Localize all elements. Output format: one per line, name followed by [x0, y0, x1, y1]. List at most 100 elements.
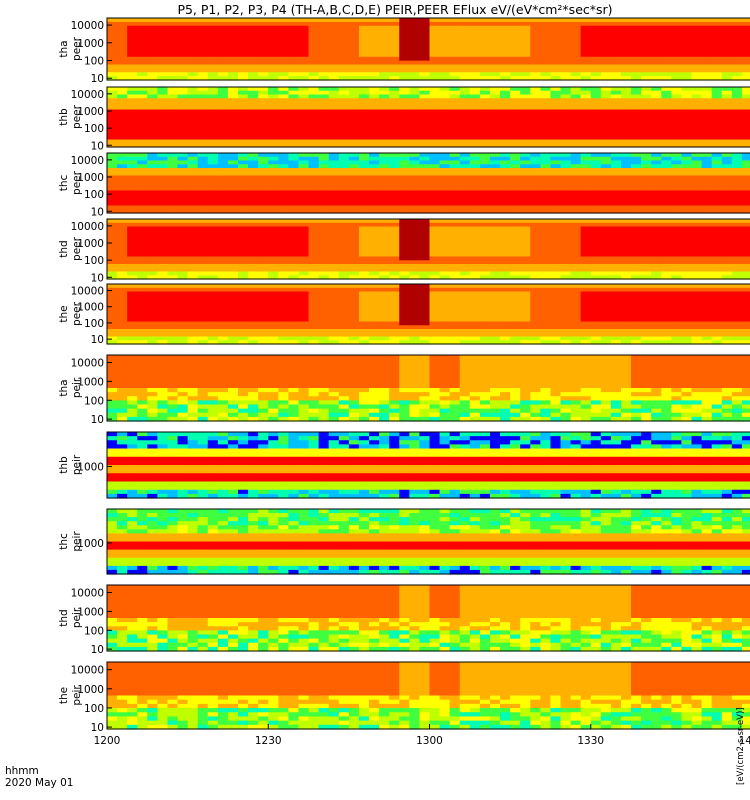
heatmap-cell: [358, 153, 370, 158]
heatmap-cell: [358, 234, 370, 239]
heatmap-cell: [540, 284, 552, 289]
heatmap-cell: [358, 64, 370, 69]
heatmap-cell: [268, 171, 279, 177]
heatmap-cell: [681, 87, 693, 92]
heatmap-cell: [137, 295, 148, 300]
heatmap-cell: [731, 175, 743, 180]
heatmap-cell: [248, 299, 259, 304]
heatmap-cell: [308, 252, 320, 258]
heatmap-cell: [258, 25, 269, 31]
heatmap-cell: [429, 124, 441, 129]
heatmap-cell: [207, 68, 219, 73]
heatmap-cell: [631, 41, 642, 46]
heatmap-cell: [661, 237, 672, 243]
heatmap-cell: [238, 171, 249, 177]
heatmap-cell: [338, 183, 350, 188]
heatmap-cell: [238, 295, 249, 300]
heatmap-cell: [379, 284, 390, 289]
heatmap-cell: [530, 153, 541, 158]
heatmap-cell: [308, 21, 320, 27]
heatmap-cell: [570, 171, 582, 177]
heatmap-cell: [721, 128, 733, 133]
heatmap-cell: [127, 295, 138, 300]
heatmap-cell: [308, 68, 320, 73]
heatmap-cell: [348, 87, 360, 92]
heatmap-cell: [449, 94, 461, 99]
heatmap-cell: [318, 160, 330, 165]
heatmap-cell: [227, 132, 239, 137]
heatmap-cell: [157, 160, 169, 165]
heatmap-cell: [610, 105, 622, 111]
heatmap-cell: [439, 306, 451, 311]
heatmap-cell: [207, 332, 219, 338]
heatmap-cell: [268, 153, 279, 158]
heatmap-cell: [177, 153, 189, 158]
heatmap-cell: [288, 120, 300, 126]
heatmap-cell: [127, 135, 138, 141]
heatmap-cell: [278, 76, 290, 81]
heatmap-cell: [610, 37, 622, 42]
heatmap-cell: [288, 198, 300, 203]
heatmap-cell: [459, 299, 471, 304]
heatmap-cell: [641, 237, 652, 243]
heatmap-cell: [610, 201, 622, 207]
heatmap-cell: [580, 325, 592, 330]
heatmap-cell: [651, 222, 662, 228]
heatmap-cell: [439, 237, 451, 243]
heatmap-cell: [328, 168, 340, 173]
heatmap-cell: [600, 287, 612, 293]
heatmap-cell: [207, 314, 219, 319]
heatmap-cell: [661, 245, 672, 250]
heatmap-cell: [217, 291, 229, 296]
heatmap-cells: [107, 87, 750, 148]
heatmap-cell: [258, 267, 269, 273]
heatmap-cell: [107, 314, 118, 319]
heatmap-cell: [369, 90, 380, 96]
heatmap-cell: [641, 56, 652, 62]
heatmap-cell: [238, 18, 249, 23]
heatmap-cell: [318, 37, 330, 42]
heatmap-cell: [449, 329, 461, 334]
heatmap-cell: [631, 186, 642, 192]
heatmap-cell: [248, 105, 259, 111]
heatmap-cell: [167, 226, 179, 231]
heatmap-cell: [479, 37, 491, 42]
y-tick-label: 1000: [77, 106, 104, 118]
heatmap-cell: [741, 25, 750, 31]
heatmap-cell: [117, 314, 128, 319]
heatmap-cell: [459, 37, 471, 42]
heatmap-cell: [560, 76, 572, 81]
heatmap-cell: [520, 234, 531, 239]
heatmap-cell: [711, 124, 723, 129]
heatmap-cell: [238, 164, 249, 169]
heatmap-cell: [318, 29, 330, 35]
heatmap-cell: [167, 98, 179, 103]
heatmap-cell: [620, 226, 632, 231]
heatmap-cell: [691, 109, 703, 114]
heatmap-cell: [711, 64, 723, 69]
heatmap-cell: [631, 267, 642, 273]
heatmap-cell: [590, 179, 602, 184]
heatmap-cell: [248, 120, 259, 126]
heatmap-cell: [318, 291, 330, 296]
heatmap-cell: [610, 124, 622, 129]
heatmap-cell: [227, 56, 239, 62]
heatmap-cell: [167, 241, 179, 246]
heatmap-cell: [177, 209, 189, 214]
panel-instrument-label: peer: [71, 170, 83, 195]
heatmap-cell: [177, 156, 189, 162]
heatmap-cell: [419, 252, 431, 258]
heatmap-cell: [419, 249, 431, 254]
heatmap-cell: [348, 56, 360, 62]
heatmap-cell: [449, 336, 461, 341]
heatmap-cell: [590, 37, 602, 42]
heatmap-cell: [318, 287, 330, 293]
heatmap-cell: [348, 128, 360, 133]
heatmap-cell: [429, 194, 441, 199]
heatmap-cell: [580, 29, 592, 35]
heatmap-cell: [661, 45, 672, 50]
heatmap-cell: [409, 153, 421, 158]
heatmap-cell: [731, 139, 743, 144]
heatmap-cell: [409, 113, 421, 118]
heatmap-cell: [691, 105, 703, 111]
